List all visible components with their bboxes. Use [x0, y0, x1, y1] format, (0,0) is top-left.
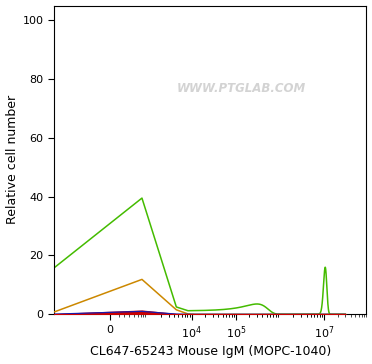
Text: WWW.PTGLAB.COM: WWW.PTGLAB.COM [177, 82, 306, 95]
Y-axis label: Relative cell number: Relative cell number [6, 95, 19, 225]
X-axis label: CL647-65243 Mouse IgM (MOPC-1040): CL647-65243 Mouse IgM (MOPC-1040) [90, 345, 331, 359]
